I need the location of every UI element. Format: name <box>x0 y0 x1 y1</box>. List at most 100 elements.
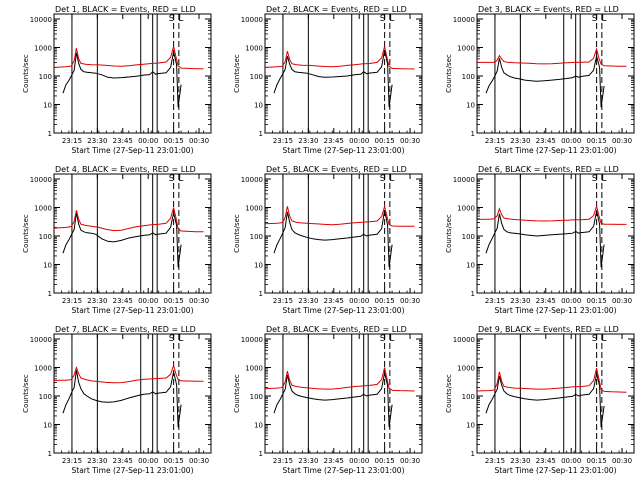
x-tick-label: 23:45 <box>536 137 556 145</box>
y-tick-label: 10 <box>43 422 52 430</box>
series-events-line <box>485 55 605 108</box>
panel-title: Det 4, BLACK = Events, RED = LLD <box>55 165 196 174</box>
y-tick-label: 1000 <box>245 365 263 373</box>
y-tick-label: 100 <box>462 73 475 81</box>
x-tick-label: 23:15 <box>273 297 293 305</box>
x-tick-label: 23:45 <box>324 137 344 145</box>
x-tick-label: 23:30 <box>298 297 318 305</box>
x-axis-label: Start Time (27-Sep-11 23:01:00) <box>72 466 194 475</box>
x-tick-label: 00:00 <box>349 137 369 145</box>
panel-det-5: 1 10 100 1000 10000 23:15 23:30 23:45 00:00 00:15… <box>233 165 423 315</box>
event-annotation-l: L <box>178 174 183 184</box>
plot-frame <box>264 173 423 294</box>
x-tick-label: 23:15 <box>62 137 82 145</box>
x-tick-label: 23:15 <box>273 457 293 465</box>
x-tick-label: 00:30 <box>612 297 632 305</box>
x-tick-label: 23:30 <box>298 457 318 465</box>
series-lld-line <box>476 204 627 225</box>
series-lld-line <box>53 363 204 384</box>
x-axis-label: Start Time (27-Sep-11 23:01:00) <box>72 306 194 315</box>
y-tick-label: 1000 <box>457 205 475 213</box>
y-tick-label: 1 <box>471 130 475 138</box>
plot-frame <box>53 173 212 294</box>
y-axis-label: Counts/sec <box>22 54 30 93</box>
y-tick-label: 10 <box>466 262 475 270</box>
y-tick-label: 100 <box>250 393 263 401</box>
panel-title: Det 9, BLACK = Events, RED = LLD <box>478 325 619 334</box>
series-events-line <box>62 51 182 108</box>
panel-det-6: 1 10 100 1000 10000 23:15 23:30 23:45 00:00 00:15… <box>445 165 635 315</box>
series-events-line <box>273 50 393 108</box>
x-tick-label: 00:30 <box>189 137 209 145</box>
y-tick-label: 100 <box>462 233 475 241</box>
x-tick-label: 23:45 <box>536 297 556 305</box>
y-tick-label: 100 <box>250 233 263 241</box>
series-lld-line <box>264 204 415 227</box>
series-lld-line <box>53 207 204 233</box>
event-annotation-l: L <box>601 14 606 24</box>
series-lld-line <box>264 46 415 70</box>
panel-det-2: 1 10 100 1000 10000 23:15 23:30 23:45 00:00 00:15… <box>233 5 423 155</box>
event-annotation-l: L <box>389 14 394 24</box>
y-tick-label: 10 <box>254 262 263 270</box>
y-tick-label: 10000 <box>453 336 475 344</box>
event-annotation-s: S <box>169 334 175 344</box>
y-tick-label: 100 <box>39 393 52 401</box>
x-tick-label: 00:00 <box>561 297 581 305</box>
x-tick-label: 00:30 <box>612 457 632 465</box>
panel-det-1: 1 10 100 1000 10000 23:15 23:30 23:45 00:00 00:15… <box>22 5 212 155</box>
x-tick-label: 00:00 <box>138 457 158 465</box>
x-tick-label: 23:45 <box>113 137 133 145</box>
y-tick-label: 1 <box>48 290 52 298</box>
x-tick-label: 00:15 <box>164 137 184 145</box>
x-tick-label: 00:15 <box>375 137 395 145</box>
panel-title: Det 3, BLACK = Events, RED = LLD <box>478 5 619 14</box>
plot-frame <box>476 333 635 454</box>
x-tick-label: 23:15 <box>485 137 505 145</box>
y-axis-label: Counts/sec <box>233 54 241 93</box>
x-tick-label: 23:45 <box>324 297 344 305</box>
series-events-line <box>485 373 605 428</box>
x-tick-label: 23:45 <box>113 457 133 465</box>
series-lld-line <box>53 46 204 70</box>
x-axis-label: Start Time (27-Sep-11 23:01:00) <box>283 146 405 155</box>
x-axis-label: Start Time (27-Sep-11 23:01:00) <box>495 306 617 315</box>
series-events-line <box>62 370 182 428</box>
event-annotation-s: S <box>592 14 598 24</box>
y-tick-label: 1 <box>259 130 263 138</box>
x-tick-label: 23:15 <box>273 137 293 145</box>
plot-frame <box>476 173 635 294</box>
panel-det-3: 1 10 100 1000 10000 23:15 23:30 23:45 00:00 00:15… <box>445 5 635 155</box>
x-tick-label: 00:00 <box>138 297 158 305</box>
y-axis-label: Counts/sec <box>22 374 30 413</box>
y-tick-label: 10000 <box>453 16 475 24</box>
x-tick-label: 00:30 <box>400 137 420 145</box>
panel-title: Det 7, BLACK = Events, RED = LLD <box>55 325 196 334</box>
y-tick-label: 10000 <box>241 336 263 344</box>
event-annotation-l: L <box>178 14 183 24</box>
plot-frame <box>264 333 423 454</box>
event-annotation-s: S <box>380 174 386 184</box>
series-events-line <box>273 210 393 268</box>
x-tick-label: 23:30 <box>87 457 107 465</box>
plot-frame <box>53 333 212 454</box>
x-tick-label: 23:30 <box>510 297 530 305</box>
panel-title: Det 8, BLACK = Events, RED = LLD <box>266 325 407 334</box>
x-axis-label: Start Time (27-Sep-11 23:01:00) <box>495 466 617 475</box>
x-axis-label: Start Time (27-Sep-11 23:01:00) <box>495 146 617 155</box>
series-lld-line <box>264 367 415 392</box>
plot-frame <box>264 13 423 134</box>
series-events-line <box>273 372 393 428</box>
panel-title: Det 2, BLACK = Events, RED = LLD <box>266 5 407 14</box>
y-tick-label: 10000 <box>241 16 263 24</box>
y-tick-label: 1 <box>48 450 52 458</box>
x-tick-label: 23:30 <box>510 457 530 465</box>
panel-det-8: 1 10 100 1000 10000 23:15 23:30 23:45 00:00 00:15… <box>233 325 423 475</box>
x-tick-label: 00:30 <box>189 457 209 465</box>
y-tick-label: 1 <box>48 130 52 138</box>
x-tick-label: 00:00 <box>561 457 581 465</box>
y-axis-label: Counts/sec <box>445 54 453 93</box>
x-tick-label: 00:00 <box>349 457 369 465</box>
x-axis-label: Start Time (27-Sep-11 23:01:00) <box>283 306 405 315</box>
y-axis-label: Counts/sec <box>445 374 453 413</box>
